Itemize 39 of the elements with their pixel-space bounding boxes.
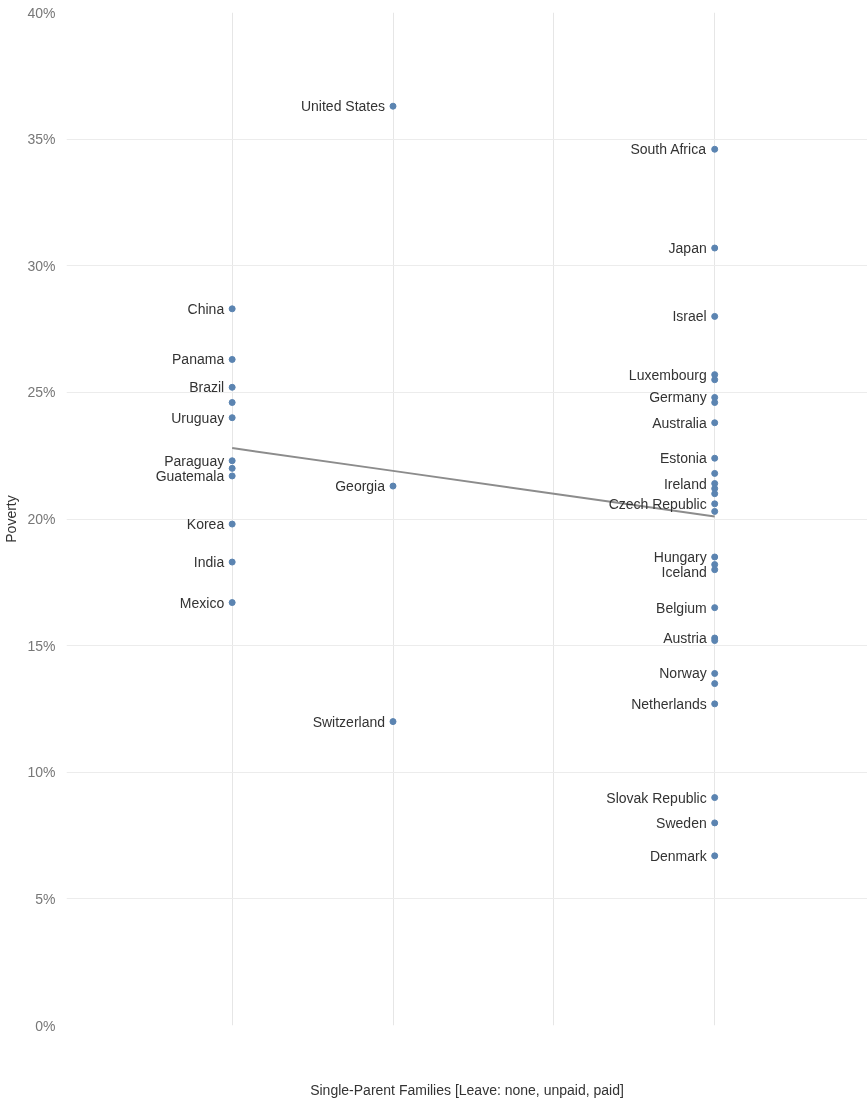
data-label: Korea xyxy=(186,516,225,533)
data-label: Georgia xyxy=(335,478,386,495)
data-label: Switzerland xyxy=(312,713,386,730)
y-tick-label: 40% xyxy=(27,4,56,21)
data-label: Hungary xyxy=(653,548,707,565)
data-label: India xyxy=(193,554,225,571)
data-label: Iceland xyxy=(661,564,707,581)
y-tick-label: 0% xyxy=(35,1017,56,1034)
data-label: Uruguay xyxy=(171,409,225,426)
data-label: Sweden xyxy=(656,814,707,831)
data-label: Ireland xyxy=(663,475,707,492)
data-label: Netherlands xyxy=(631,695,707,712)
data-label: Denmark xyxy=(649,847,708,864)
data-label: United States xyxy=(300,98,386,115)
x-axis-title: Single-Parent Families [Leave: none, unpaid, paid] xyxy=(310,1081,624,1098)
data-label: Norway xyxy=(659,665,707,682)
y-tick-label: 5% xyxy=(35,890,56,907)
y-tick-label: 10% xyxy=(27,764,56,781)
y-tick-label: 35% xyxy=(27,131,56,148)
data-label: Luxembourg xyxy=(628,366,707,383)
data-label: South Africa xyxy=(630,141,707,158)
data-label: Estonia xyxy=(660,450,707,467)
data-label: Australia xyxy=(652,414,707,431)
data-label: Panama xyxy=(172,351,225,368)
data-label: Slovak Republic xyxy=(606,789,707,806)
data-label: Germany xyxy=(649,389,707,406)
data-label: Belgium xyxy=(656,599,707,616)
y-tick-label: 15% xyxy=(27,637,56,654)
data-label: China xyxy=(187,300,225,317)
y-tick-label: 25% xyxy=(27,384,56,401)
data-label: Japan xyxy=(668,240,707,257)
data-label: Israel xyxy=(672,308,707,325)
data-label: Brazil xyxy=(189,379,225,396)
data-label: Paraguay xyxy=(164,452,225,469)
data-label: Mexico xyxy=(179,594,225,611)
y-tick-label: 20% xyxy=(27,511,56,527)
y-tick-label: 30% xyxy=(27,257,56,274)
y-axis-title: Poverty xyxy=(3,495,20,543)
data-label: Austria xyxy=(663,630,707,647)
